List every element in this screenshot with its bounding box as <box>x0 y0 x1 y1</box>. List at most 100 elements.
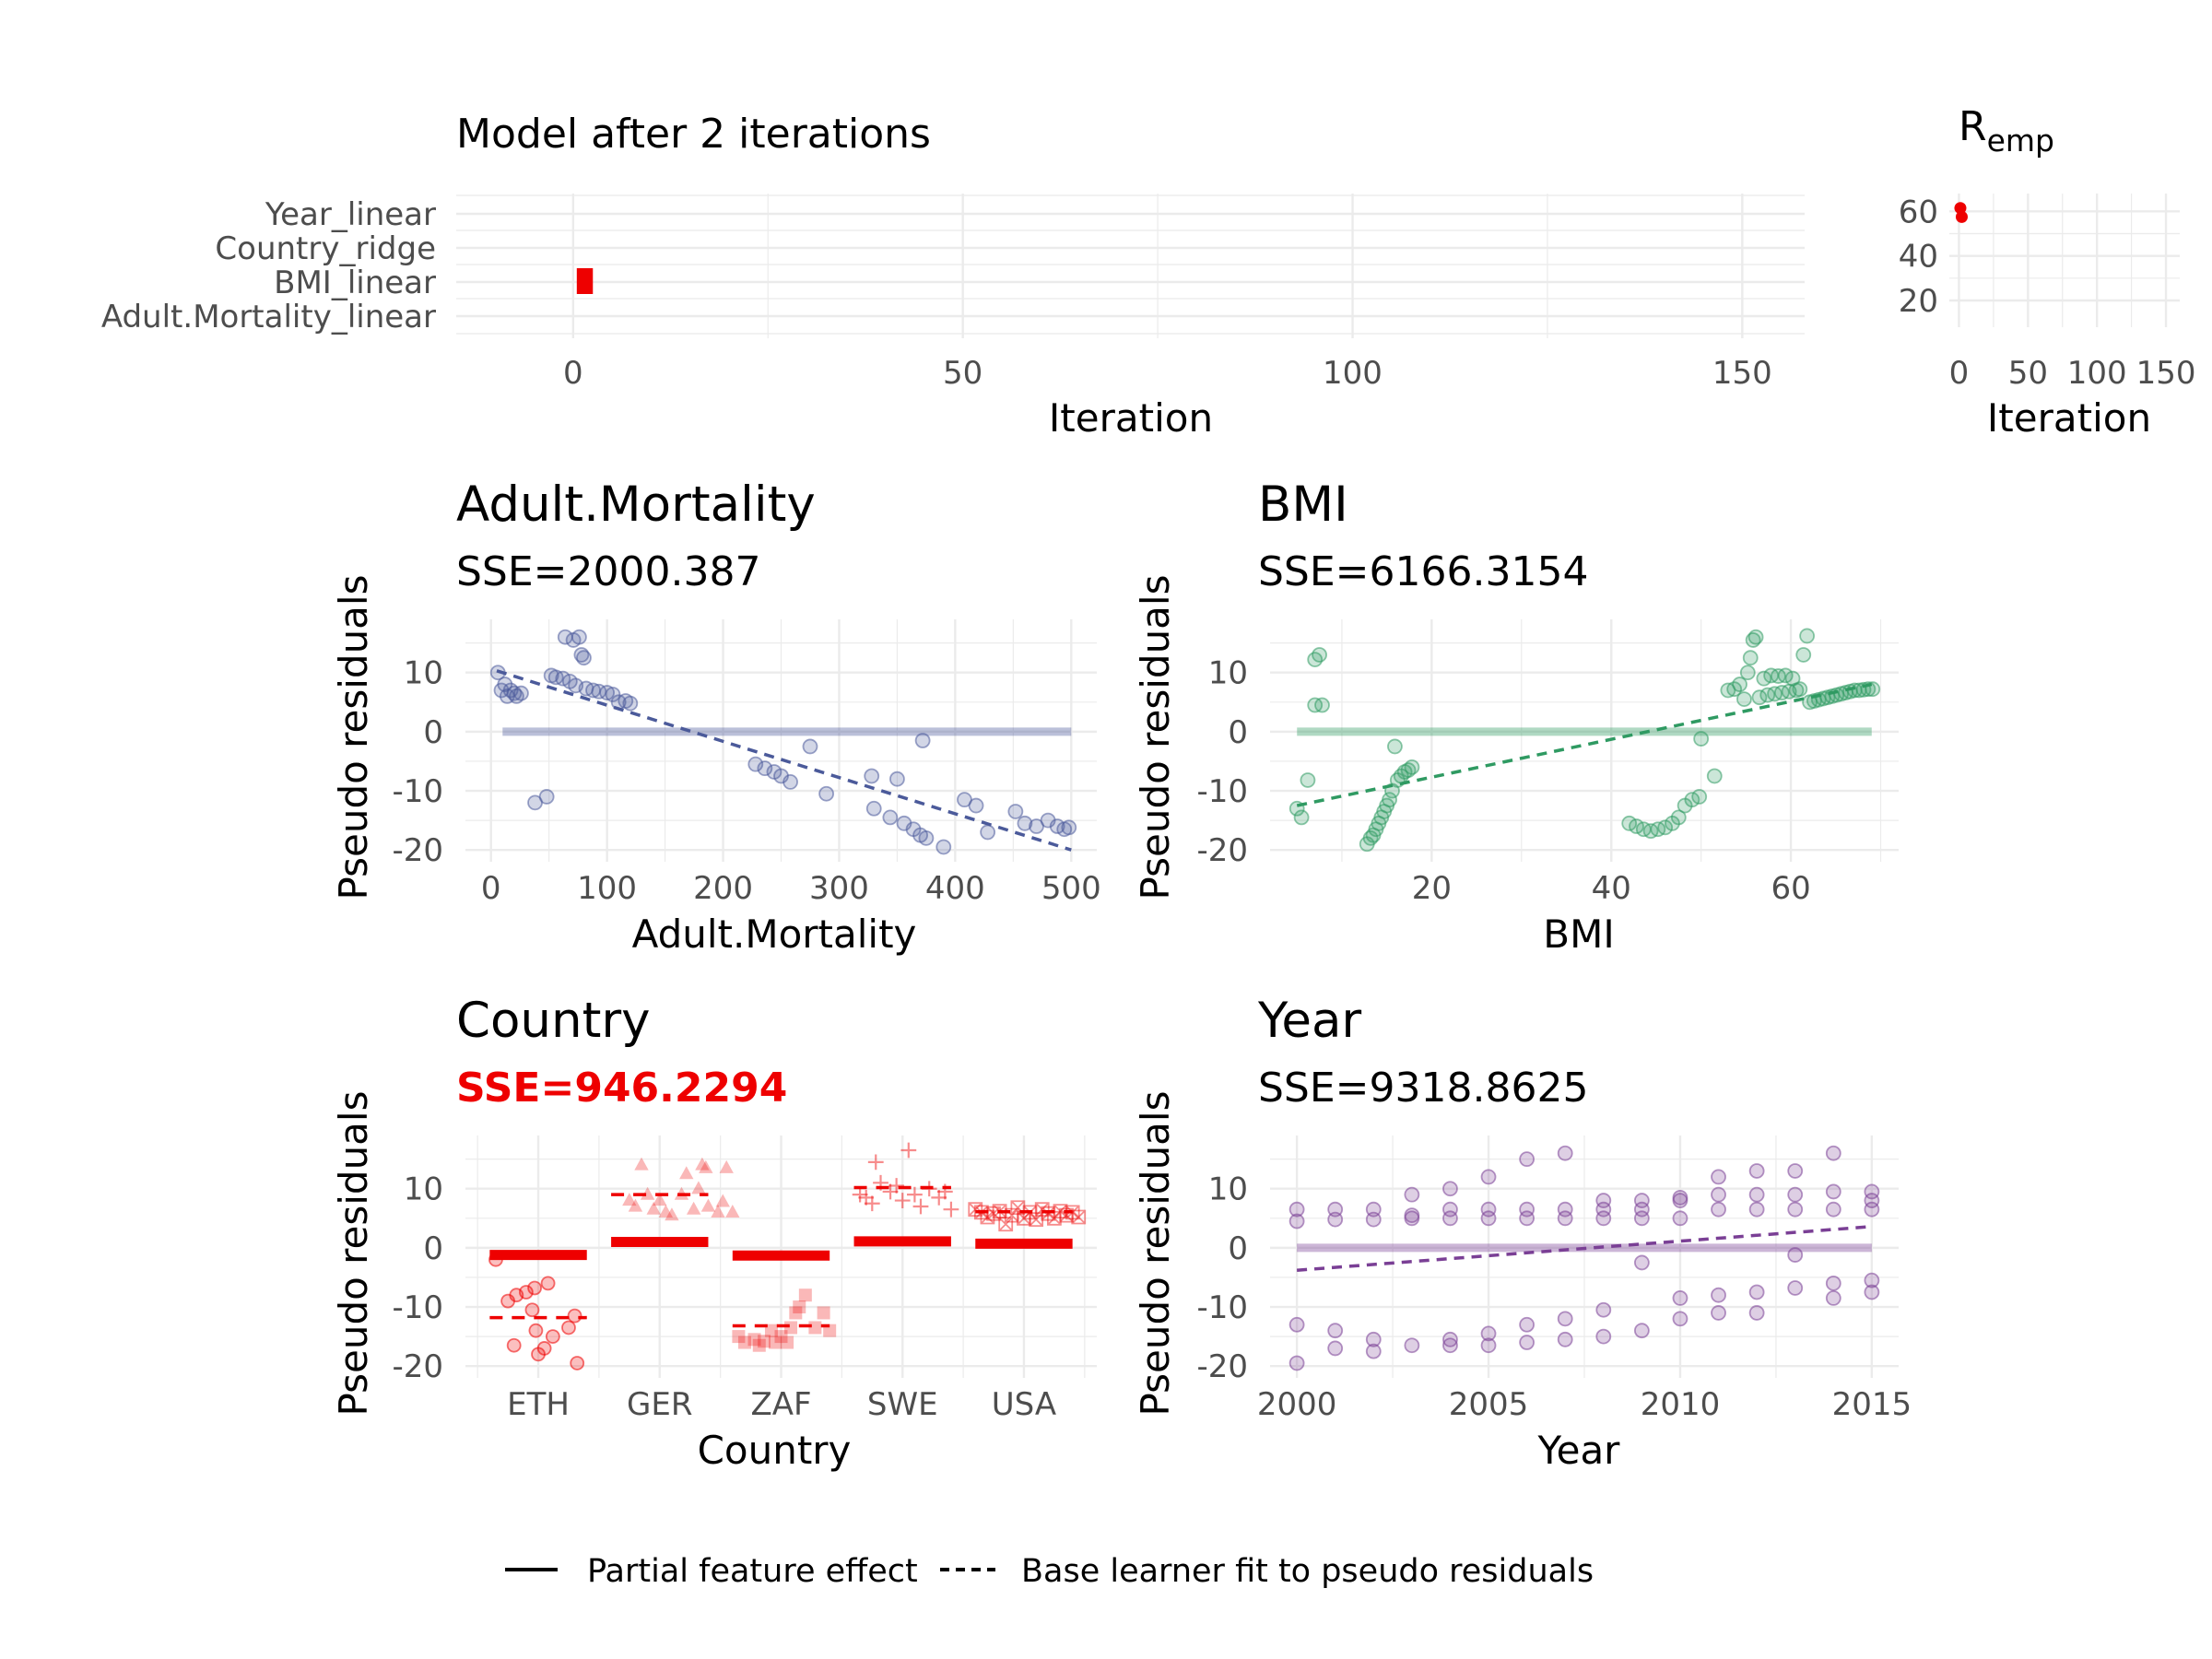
y-tick-0: 0 <box>1228 1230 1248 1267</box>
point-ger-5 <box>653 1193 667 1206</box>
y-tick--20: -20 <box>1196 1348 1248 1385</box>
point-ger-7 <box>665 1207 679 1221</box>
selection-trace-panel: Model after 2 iterations Year_linear Cou… <box>101 111 1805 441</box>
plot-country: -20 -10 0 10 ETH GER ZAF SWE USA <box>392 1135 1097 1423</box>
x-tick-zaf: ZAF <box>750 1386 811 1423</box>
point-38 <box>1732 677 1747 692</box>
panel-year: Year SSE=9318.8625 Pseudo residuals Year… <box>1133 993 1912 1473</box>
y-axis-title-adult-mortality: Pseudo residuals <box>331 575 376 900</box>
panel-sse-adult-mortality: SSE=2000.387 <box>456 548 760 595</box>
point-eth-5 <box>524 1302 540 1318</box>
point-37 <box>882 809 899 826</box>
x-tick-400: 400 <box>925 870 985 907</box>
point-28 <box>747 756 764 772</box>
point-61 <box>1787 1163 1804 1179</box>
panel-sse-bmi: SSE=6166.3154 <box>1258 548 1588 595</box>
trace-selected-marks <box>576 268 594 294</box>
y-tick-10: 10 <box>1208 655 1248 692</box>
point-ger-2 <box>634 1157 649 1171</box>
y-tick--20: -20 <box>1196 832 1248 869</box>
point-eth-14 <box>570 1356 585 1371</box>
point-usa-13 <box>1046 1210 1062 1226</box>
x-tick-eth: ETH <box>507 1386 570 1423</box>
point-33 <box>1691 789 1708 805</box>
point-ger-15 <box>711 1204 725 1218</box>
point-29 <box>757 760 773 777</box>
point-55 <box>1711 1305 1726 1321</box>
point-ger-14 <box>700 1198 716 1212</box>
point-ger-17 <box>719 1159 734 1173</box>
trace-selected-mark-1 <box>584 268 594 294</box>
point-17 <box>571 629 587 645</box>
point-9 <box>538 789 555 805</box>
point-28 <box>1519 1210 1535 1227</box>
x-tick-20: 20 <box>1412 870 1452 907</box>
trace-ylabel-mortality: Adult.Mortality_linear <box>101 299 436 335</box>
trace-x-tick-100: 100 <box>1323 355 1382 392</box>
point-18 <box>1442 1210 1458 1227</box>
point-zaf-13 <box>808 1321 822 1335</box>
point-50 <box>1672 1311 1688 1327</box>
trace-y-labels: Year_linear Country_ridge BMI_linear Adu… <box>101 196 436 335</box>
point-25 <box>1480 1337 1497 1354</box>
point-27 <box>622 695 639 712</box>
point-10 <box>1365 1331 1382 1347</box>
point-53 <box>1711 1201 1726 1218</box>
x-tick-2005: 2005 <box>1449 1386 1529 1423</box>
x-tick-2000: 2000 <box>1257 1386 1337 1423</box>
point-ger-6 <box>658 1204 674 1218</box>
point-zaf-5 <box>764 1324 778 1337</box>
x-tick-swe: SWE <box>867 1386 938 1423</box>
y-tick-0: 0 <box>423 1230 443 1267</box>
trace-ylabel-year: Year_linear <box>265 196 436 233</box>
point-eth-13 <box>567 1308 582 1324</box>
point-ger-10 <box>686 1201 701 1215</box>
point-usa-11 <box>1034 1202 1050 1218</box>
point-54 <box>1061 819 1077 836</box>
point-40 <box>1595 1328 1612 1345</box>
point-6 <box>1314 697 1330 713</box>
base-learner-fit-line <box>496 669 1072 852</box>
point-zaf-1 <box>737 1335 751 1349</box>
point-2 <box>1288 1316 1305 1333</box>
point-34 <box>1693 731 1710 747</box>
y-tick--10: -10 <box>392 773 443 810</box>
point-35 <box>1706 768 1723 784</box>
point-2 <box>497 677 513 692</box>
point-swe-7 <box>894 1193 911 1208</box>
point-9 <box>1365 1211 1382 1228</box>
point-19 <box>1442 1331 1458 1347</box>
y-tick-10: 10 <box>404 655 443 692</box>
trace-ylabel-country: Country_ridge <box>215 230 436 267</box>
point-57 <box>1799 628 1816 644</box>
point-39 <box>1736 691 1752 707</box>
remp-x-tick-50: 50 <box>2008 355 2048 392</box>
trace-x-axis-title: Iteration <box>1049 395 1213 441</box>
point-swe-10 <box>912 1198 929 1215</box>
point-48 <box>1672 1210 1688 1227</box>
point-usa-12 <box>1041 1206 1056 1221</box>
point-43 <box>1633 1210 1650 1227</box>
y-tick-0: 0 <box>423 714 443 751</box>
point-usa-5 <box>998 1217 1014 1232</box>
point-ger-9 <box>679 1166 694 1180</box>
point-42 <box>914 733 931 748</box>
x-axis-title-year: Year <box>1537 1428 1621 1473</box>
x-tick-2010: 2010 <box>1641 1386 1721 1423</box>
y-tick--20: -20 <box>392 832 443 869</box>
point-ger-0 <box>622 1193 637 1206</box>
x-axis-title-adult-mortality: Adult.Mortality <box>632 912 917 957</box>
remp-point-0 <box>1954 202 1967 215</box>
point-20 <box>1442 1337 1458 1354</box>
x-tick-ger: GER <box>627 1386 692 1423</box>
point-69 <box>1825 1275 1841 1291</box>
point-ger-11 <box>691 1181 706 1194</box>
point-29 <box>1519 1316 1535 1333</box>
point-15 <box>1404 1337 1420 1354</box>
panel-adult-mortality: Adult.Mortality SSE=2000.387 Pseudo resi… <box>331 477 1101 957</box>
x-tick-60: 60 <box>1771 870 1810 907</box>
point-swe-0 <box>852 1186 868 1203</box>
legend-dashed-label: Base learner fit to pseudo residuals <box>1021 1553 1594 1590</box>
trace-ylabel-bmi: BMI_linear <box>274 265 436 301</box>
panel-title-adult-mortality: Adult.Mortality <box>456 477 816 533</box>
